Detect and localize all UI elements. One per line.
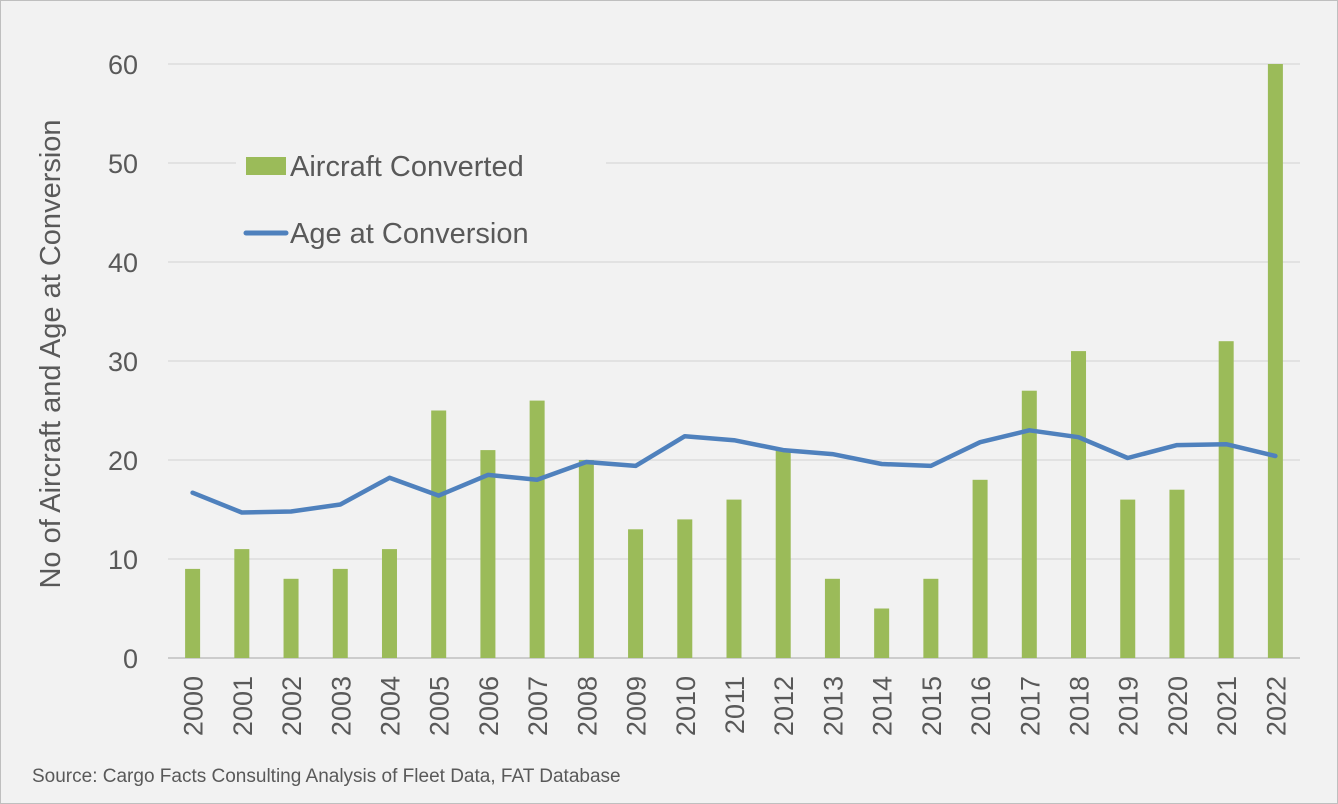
x-tick-label: 2001 — [228, 676, 258, 736]
x-tick-label: 2006 — [474, 676, 504, 736]
x-tick-label: 2020 — [1163, 676, 1193, 736]
bar-2007 — [529, 400, 545, 658]
x-tick-label: 2016 — [966, 676, 996, 736]
x-tick-label: 2014 — [868, 676, 898, 736]
bar-2008 — [578, 460, 594, 658]
x-tick-label: 2002 — [277, 676, 307, 736]
bar-2009 — [628, 529, 644, 658]
x-tick-label: 2000 — [179, 676, 209, 736]
bar-2015 — [923, 578, 939, 658]
bar-2012 — [775, 450, 791, 658]
bar-series — [185, 64, 1283, 658]
bar-2021 — [1218, 341, 1234, 658]
source-note: Source: Cargo Facts Consulting Analysis … — [32, 766, 621, 787]
bar-2019 — [1120, 499, 1136, 658]
x-tick-label: 2004 — [376, 676, 406, 736]
bar-2016 — [972, 479, 988, 658]
bar-2017 — [1021, 390, 1037, 658]
x-tick-label: 2007 — [523, 676, 553, 736]
bar-2001 — [234, 549, 250, 658]
y-tick-label: 10 — [108, 545, 138, 575]
bar-2010 — [677, 519, 693, 658]
bar-2004 — [381, 549, 397, 658]
x-tick-label: 2009 — [622, 676, 652, 736]
gridlines — [168, 63, 1300, 659]
x-tick-label: 2010 — [671, 676, 701, 736]
bar-2022 — [1267, 64, 1283, 658]
y-tick-label: 60 — [108, 50, 138, 80]
x-tick-label: 2021 — [1212, 676, 1242, 736]
bar-2014 — [874, 608, 890, 658]
y-tick-label: 0 — [123, 644, 138, 674]
x-tick-label: 2017 — [1015, 676, 1045, 736]
bar-2000 — [185, 568, 201, 658]
x-tick-label: 2013 — [818, 676, 848, 736]
x-axis-ticks: 2000 2001 2002 2003 2004 2005 2006 2007 2008 2009… — [179, 676, 1292, 736]
y-tick-label: 40 — [108, 248, 138, 278]
bar-2005 — [431, 410, 447, 658]
legend-swatch-bar — [246, 157, 286, 175]
legend: Aircraft Converted Age at Conversion — [243, 151, 529, 250]
legend-label-line: Age at Conversion — [290, 218, 529, 250]
x-tick-label: 2005 — [425, 676, 455, 736]
x-tick-label: 2018 — [1065, 676, 1095, 736]
x-tick-label: 2008 — [572, 676, 602, 736]
y-axis-ticks: 0 10 20 30 40 50 60 — [108, 50, 138, 674]
x-tick-label: 2019 — [1114, 676, 1144, 736]
y-axis-title: No of Aircraft and Age at Conversion — [35, 119, 67, 588]
bar-2006 — [480, 450, 496, 658]
y-tick-label: 50 — [108, 149, 138, 179]
line-series — [190, 428, 1278, 515]
y-tick-label: 30 — [108, 347, 138, 377]
x-tick-label: 2022 — [1261, 676, 1291, 736]
legend-label-bar: Aircraft Converted — [290, 151, 524, 183]
x-tick-label: 2011 — [720, 676, 750, 734]
bar-2018 — [1071, 351, 1087, 658]
bar-2011 — [726, 499, 742, 658]
bar-2002 — [283, 578, 299, 658]
x-tick-label: 2012 — [769, 676, 799, 736]
bar-2013 — [824, 578, 840, 658]
bar-2003 — [332, 568, 348, 658]
y-tick-label: 20 — [108, 446, 138, 476]
x-tick-label: 2003 — [326, 676, 356, 736]
x-tick-label: 2015 — [917, 676, 947, 736]
bar-2020 — [1169, 489, 1185, 658]
